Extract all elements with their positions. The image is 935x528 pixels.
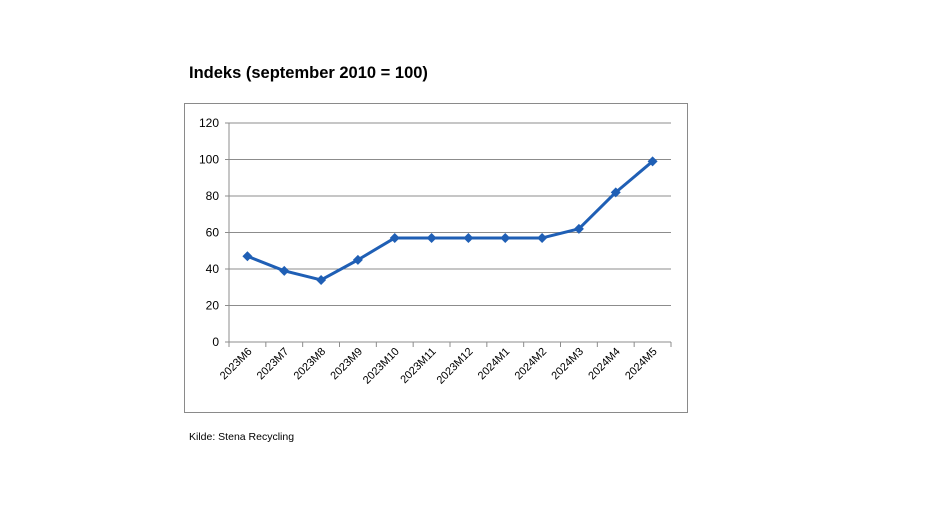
data-point bbox=[426, 232, 437, 243]
data-point bbox=[242, 251, 253, 262]
data-point bbox=[463, 232, 474, 243]
chart-frame: 0 20 40 60 80 100 120 2023M6 2023M7 2023M8 2023M9 2… bbox=[184, 103, 688, 413]
data-point bbox=[316, 274, 327, 285]
data-point bbox=[352, 254, 363, 265]
y-tick-label: 40 bbox=[206, 262, 220, 276]
data-point bbox=[389, 232, 400, 243]
data-point bbox=[500, 232, 511, 243]
data-point bbox=[647, 156, 658, 167]
source-note: Kilde: Stena Recycling bbox=[189, 431, 295, 443]
x-tick-label: 2024M4 bbox=[586, 346, 623, 383]
series-line bbox=[246, 160, 654, 282]
y-tick-label: 20 bbox=[206, 299, 220, 313]
x-tick-label: 2024M2 bbox=[513, 346, 550, 383]
data-point bbox=[537, 232, 548, 243]
x-tick-label: 2023M9 bbox=[328, 346, 365, 383]
y-tick-label: 60 bbox=[206, 226, 220, 240]
x-tick-label: 2023M8 bbox=[292, 346, 329, 383]
x-tick-label: 2024M5 bbox=[623, 346, 660, 383]
data-point bbox=[279, 265, 290, 276]
x-tick-label: 2024M1 bbox=[476, 346, 513, 383]
data-point bbox=[610, 187, 621, 198]
x-tick-label: 2023M11 bbox=[398, 346, 438, 386]
x-tick-label: 2023M12 bbox=[435, 346, 476, 387]
y-tick-label: 120 bbox=[199, 116, 219, 130]
y-tick-label: 100 bbox=[199, 153, 219, 167]
x-tick-label: 2024M3 bbox=[549, 346, 586, 383]
x-tick-label: 2023M6 bbox=[218, 346, 255, 383]
data-point bbox=[573, 223, 584, 234]
x-tick-label: 2023M10 bbox=[361, 346, 402, 387]
chart-title: Indeks (september 2010 = 100) bbox=[189, 64, 428, 82]
x-tick-label: 2023M7 bbox=[255, 346, 292, 383]
y-tick-label: 80 bbox=[206, 189, 220, 203]
y-tick-label: 0 bbox=[212, 335, 219, 349]
